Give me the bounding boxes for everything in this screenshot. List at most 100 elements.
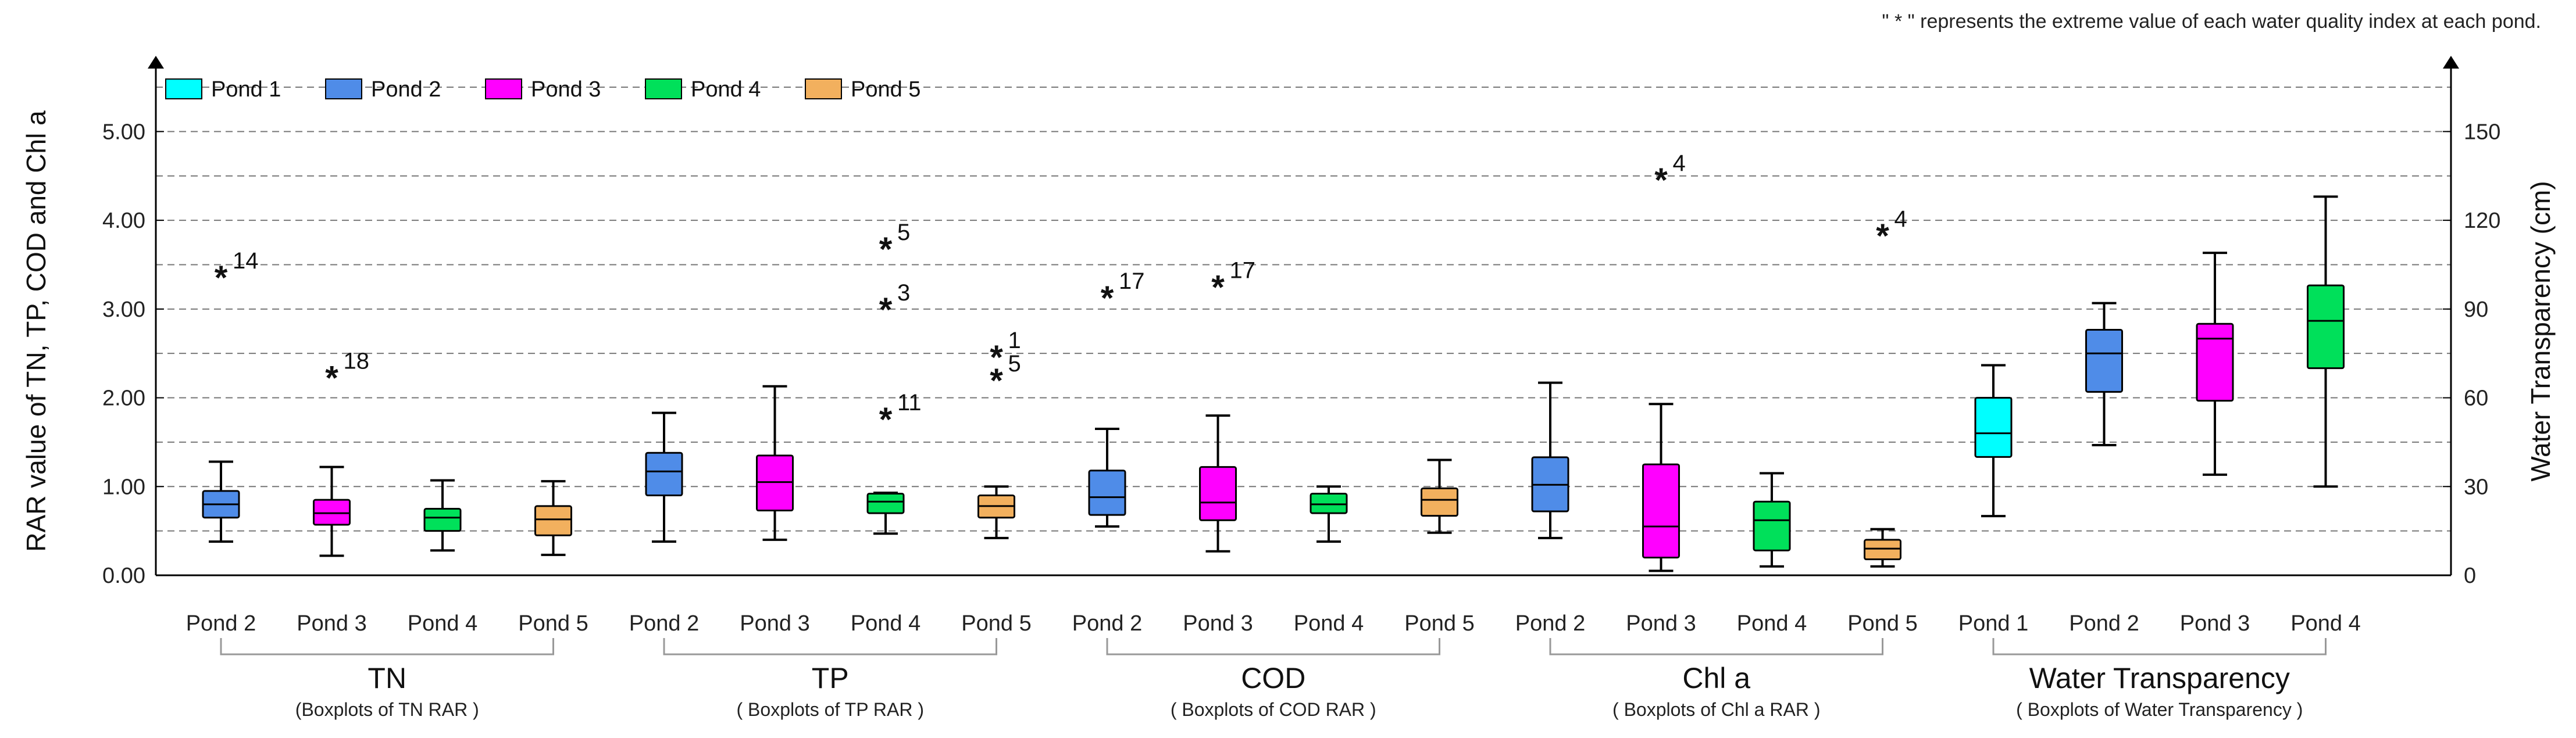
right-axis-title: Water Transparency (cm) — [2525, 181, 2556, 481]
box — [2307, 284, 2345, 370]
x-tick-label: Pond 5 — [1847, 611, 1917, 636]
group-bracket — [1992, 638, 2327, 655]
group-bracket — [220, 638, 554, 655]
right-tick-label: 150 — [2464, 120, 2500, 144]
group-subtitle: ( Boxplots of COD RAR ) — [1171, 699, 1376, 720]
group-subtitle: ( Boxplots of Chl a RAR ) — [1612, 699, 1820, 720]
right-tick-label: 120 — [2464, 209, 2500, 233]
legend-label: Pond 2 — [371, 77, 441, 102]
box — [1421, 487, 1458, 517]
box — [1642, 463, 1680, 558]
right-axis-arrow — [2443, 56, 2459, 69]
box — [1974, 397, 2013, 458]
left-tick-label: 2.00 — [102, 386, 145, 411]
legend-label: Pond 4 — [691, 77, 761, 102]
box — [1753, 500, 1791, 551]
group-bracket — [1549, 638, 1883, 655]
extreme-marker: * — [879, 231, 893, 268]
x-tick-label: Pond 4 — [851, 611, 920, 636]
extreme-marker: * — [325, 359, 338, 397]
legend-swatch — [325, 78, 362, 99]
box — [1199, 466, 1237, 521]
group-bracket — [663, 638, 997, 655]
x-tick-label: Pond 2 — [1515, 611, 1585, 636]
box — [1088, 470, 1126, 516]
box — [2196, 323, 2234, 402]
extreme-marker: * — [990, 362, 1003, 400]
left-tick-label: 4.00 — [102, 209, 145, 233]
box — [1310, 492, 1348, 514]
x-tick-label: Pond 5 — [518, 611, 588, 636]
extreme-value-note: " * " represents the extreme value of ea… — [1882, 10, 2541, 33]
left-tick-label: 5.00 — [102, 120, 145, 144]
extreme-marker: * — [879, 291, 893, 329]
x-tick-label: Pond 2 — [186, 611, 256, 636]
right-tick-label: 30 — [2464, 475, 2488, 499]
box — [645, 452, 683, 497]
extreme-marker: * — [879, 401, 893, 439]
extreme-label: 1 — [1008, 328, 1021, 353]
left-axis-title: RAR value of TN, TP, COD and Chl a — [21, 110, 51, 552]
group-title: TP — [812, 662, 849, 694]
x-tick-label: Pond 5 — [961, 611, 1031, 636]
x-tick-label: Pond 4 — [2290, 611, 2360, 636]
extreme-label: 4 — [1894, 206, 1907, 232]
extreme-label: 14 — [233, 248, 259, 274]
extreme-marker: * — [1211, 269, 1225, 307]
legend-label: Pond 3 — [531, 77, 601, 102]
x-tick-label: Pond 2 — [1072, 611, 1142, 636]
left-tick-label: 3.00 — [102, 298, 145, 322]
box — [313, 499, 351, 526]
extreme-label: 18 — [344, 348, 370, 374]
x-tick-label: Pond 4 — [1294, 611, 1364, 636]
x-tick-label: Pond 3 — [1183, 611, 1253, 636]
box — [1864, 539, 1901, 561]
legend-label: Pond 5 — [851, 77, 920, 102]
x-tick-label: Pond 1 — [1958, 611, 2028, 636]
x-tick-label: Pond 3 — [740, 611, 809, 636]
right-tick-label: 90 — [2464, 298, 2488, 322]
right-tick-label: 60 — [2464, 386, 2488, 411]
box — [534, 505, 572, 536]
group-title: Water Transparency — [2029, 662, 2290, 694]
extreme-marker: * — [215, 259, 228, 297]
extreme-label: 5 — [897, 220, 910, 245]
extreme-marker: * — [1654, 162, 1668, 199]
box — [756, 454, 794, 512]
right-tick-label: 0 — [2464, 564, 2476, 588]
legend-swatch — [805, 78, 842, 99]
box — [423, 507, 462, 532]
legend-swatch — [165, 78, 202, 99]
left-tick-label: 0.00 — [102, 564, 145, 588]
box — [2085, 328, 2123, 393]
group-subtitle: ( Boxplots of TP RAR ) — [737, 699, 924, 720]
legend-swatch — [485, 78, 522, 99]
box — [866, 492, 905, 514]
extreme-marker: * — [1101, 280, 1114, 317]
extreme-label: 11 — [897, 390, 922, 415]
extreme-marker: * — [1876, 217, 1889, 255]
legend-label: Pond 1 — [211, 77, 281, 102]
extreme-label: 3 — [897, 280, 910, 306]
x-tick-label: Pond 4 — [408, 611, 477, 636]
extreme-label: 17 — [1230, 258, 1256, 284]
extreme-marker: * — [990, 339, 1003, 377]
extreme-label: 17 — [1119, 268, 1145, 294]
group-title: TN — [368, 662, 406, 694]
group-bracket — [1106, 638, 1440, 655]
group-subtitle: ( Boxplots of Water Transparency ) — [2016, 699, 2303, 720]
left-tick-label: 1.00 — [102, 475, 145, 499]
extreme-label: 5 — [1008, 351, 1021, 377]
x-tick-label: Pond 4 — [1737, 611, 1807, 636]
x-tick-label: Pond 5 — [1404, 611, 1474, 636]
x-tick-label: Pond 3 — [2180, 611, 2250, 636]
left-axis-arrow — [148, 56, 164, 69]
legend-swatch — [645, 78, 682, 99]
group-title: Chl a — [1682, 662, 1750, 694]
x-tick-label: Pond 3 — [1626, 611, 1696, 636]
group-title: COD — [1241, 662, 1305, 694]
extreme-label: 4 — [1673, 151, 1686, 176]
x-tick-label: Pond 2 — [2069, 611, 2139, 636]
x-tick-label: Pond 2 — [629, 611, 699, 636]
